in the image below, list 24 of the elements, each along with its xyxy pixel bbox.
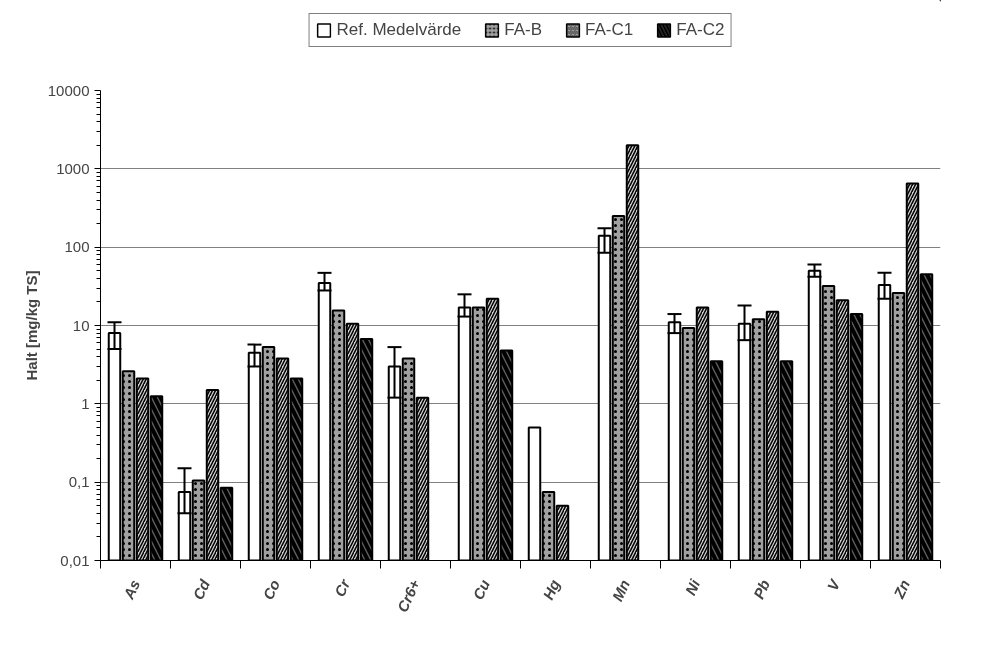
y-tick-label: 1 (81, 394, 90, 412)
x-tick-label: Ni (681, 576, 704, 598)
legend-label: Ref. Medelvärde (336, 20, 462, 40)
y-tick-label: 0,1 (68, 473, 90, 491)
x-tick-label: Cr (330, 575, 354, 600)
y-tick-label: 10000 (47, 81, 90, 99)
x-tick-label: Zn (889, 576, 914, 602)
legend-label: FA-B (504, 20, 543, 40)
x-tick-label: Hg (539, 576, 564, 603)
y-tick-label: 1000 (56, 159, 90, 177)
x-tick-label: Co (259, 576, 284, 603)
legend-label: FA-C1 (585, 20, 634, 40)
y-tick-label: 100 (64, 238, 90, 256)
y-tick-label: 0,01 (60, 551, 90, 569)
x-tick-label: As (119, 576, 144, 603)
y-tick-label: 10 (72, 316, 90, 334)
x-tick-label: Mn (608, 576, 634, 604)
x-tick-label: V (823, 575, 845, 594)
x-tick-label: Pb (749, 576, 774, 602)
legend-label: FA-C2 (676, 20, 725, 40)
x-tick-label: Cd (189, 576, 214, 603)
x-tick-label: Cu (469, 576, 494, 603)
y-axis-title: Halt [mg/kg TS] (22, 270, 40, 381)
x-tick-label: Cr6+ (393, 576, 424, 615)
